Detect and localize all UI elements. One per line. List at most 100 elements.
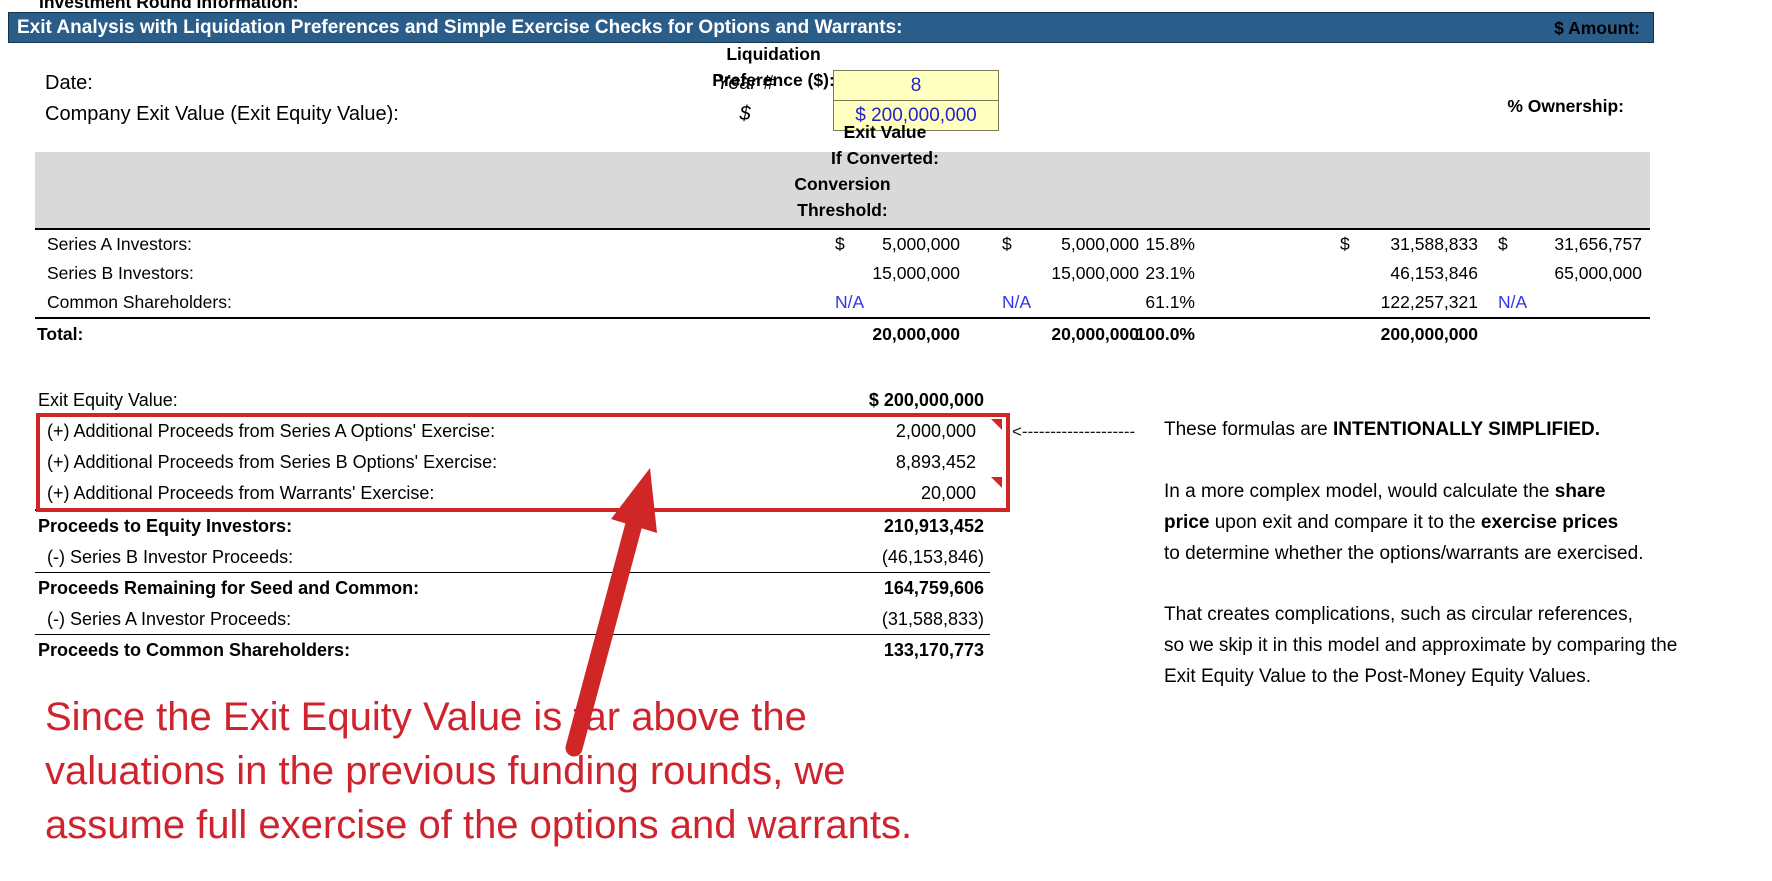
- comment-indicator-icon[interactable]: [991, 419, 1002, 430]
- row-label: Proceeds Remaining for Seed and Common:: [38, 578, 420, 598]
- note-line: Exit Equity Value to the Post-Money Equi…: [1164, 666, 1592, 687]
- currency-sign: $: [1340, 234, 1350, 254]
- col-header-liq-line2: Preference ($):: [712, 70, 835, 90]
- cell-exit-if-converted: 46,153,846: [1233, 259, 1490, 288]
- cell-liq-preference: 15,000,000: [968, 259, 1145, 288]
- table-row-total: Total: 20,000,000 20,000,000 100.0% 200,…: [35, 317, 1650, 350]
- row-value: 210,913,452: [883, 516, 984, 536]
- exit-value-input-cell[interactable]: $ 200,000,000: [833, 100, 999, 131]
- row-value: 20,000: [920, 483, 976, 503]
- row-value: (31,588,833): [881, 608, 984, 629]
- sheet-title: Exit Analysis with Liquidation Preferenc…: [17, 17, 903, 38]
- row-label: (+) Additional Proceeds from Series A Op…: [47, 421, 496, 441]
- annotation-line: valuations in the previous funding round…: [45, 749, 846, 793]
- cell-amount: 15,000,000: [805, 259, 968, 288]
- note-line: In a more complex model, would calculate…: [1164, 481, 1606, 502]
- na-value: N/A: [1002, 292, 1032, 312]
- note-paragraph-2: In a more complex model, would calculate…: [1164, 476, 1643, 569]
- cell-liq-preference: $ 5,000,000: [968, 230, 1145, 259]
- row-proceeds-to-equity-investors: Proceeds to Equity Investors: 210,913,45…: [35, 511, 990, 542]
- row-value: 164,759,606: [883, 578, 984, 598]
- cell-conversion-threshold: 65,000,000: [1490, 259, 1650, 288]
- cell-exit-if-converted: 200,000,000: [1233, 319, 1490, 350]
- row-exit-equity-value: Exit Equity Value: $ 200,000,000: [35, 385, 990, 416]
- pref-value: 5,000,000: [1061, 234, 1139, 254]
- cell-amount: N/A: [805, 288, 968, 317]
- col-header-amount: $ Amount:: [1554, 18, 1640, 38]
- conv-value: 31,656,757: [1554, 234, 1642, 254]
- note-text-bold: INTENTIONALLY SIMPLIFIED.: [1332, 419, 1601, 440]
- cell-ownership: 100.0%: [1136, 319, 1233, 350]
- amount-value: 5,000,000: [882, 234, 960, 254]
- col-header-conv-line1: Conversion: [794, 174, 891, 194]
- currency-sign: $: [1498, 234, 1508, 254]
- annotation-line: assume full exercise of the options and …: [45, 803, 913, 847]
- row-label: Total:: [37, 324, 84, 344]
- note-text: These formulas are: [1164, 419, 1333, 440]
- col-header-conv-line2: Threshold:: [797, 200, 888, 220]
- row-label: (+) Additional Proceeds from Series B Op…: [47, 452, 498, 472]
- dashed-connector-arrow: <--------------------: [1012, 422, 1136, 441]
- cell-conversion-threshold: $ 31,656,757: [1490, 230, 1650, 259]
- note-line: That creates complications, such as circ…: [1164, 604, 1633, 625]
- currency-sign: $: [835, 234, 845, 254]
- conv-value: 65,000,000: [1554, 263, 1642, 283]
- ownership-value: 61.1%: [1145, 292, 1195, 312]
- row-proceeds-to-common: Proceeds to Common Shareholders: 133,170…: [35, 635, 990, 666]
- cell-ownership: 15.8%: [1145, 230, 1233, 259]
- row-label: Proceeds to Equity Investors:: [38, 516, 293, 536]
- col-header-exit-line1: Exit Value: [843, 122, 927, 142]
- row-label: Series B Investors:: [47, 263, 194, 283]
- date-unit-label: Year #: [716, 72, 774, 94]
- investment-round-table: Investment Round Information: $ Amount: …: [35, 0, 1650, 350]
- na-value: N/A: [1498, 292, 1528, 312]
- row-label: Common Shareholders:: [47, 292, 232, 312]
- row-label: Series A Investors:: [47, 234, 192, 254]
- date-input-cell[interactable]: 8: [833, 70, 999, 101]
- note-paragraph-1: These formulas are INTENTIONALLY SIMPLIF…: [1164, 414, 1600, 445]
- row-value: $ 200,000,000: [868, 390, 984, 410]
- col-header-liq-line1: Liquidation: [726, 44, 821, 64]
- cell-liq-preference: N/A: [968, 288, 1145, 317]
- row-proceeds-remaining: Proceeds Remaining for Seed and Common: …: [35, 573, 990, 604]
- cell-conversion-threshold: [1490, 319, 1650, 350]
- table-row-series-b: Series B Investors: 15,000,000 15,000,00…: [35, 259, 1650, 288]
- annotation-line: Since the Exit Equity Value is far above…: [45, 695, 807, 739]
- row-label: (-) Series A Investor Proceeds:: [47, 608, 292, 629]
- row-warrants-proceeds: (+) Additional Proceeds from Warrants' E…: [35, 478, 990, 509]
- cell-ownership: 61.1%: [1145, 288, 1233, 317]
- comment-indicator-icon[interactable]: [991, 477, 1002, 488]
- row-label: Proceeds to Common Shareholders:: [38, 640, 351, 660]
- cell-liq-preference: 20,000,000: [968, 319, 1145, 350]
- exit-value: 31,588,833: [1390, 234, 1478, 254]
- red-annotation: Since the Exit Equity Value is far above…: [45, 690, 912, 852]
- note-paragraph-3: That creates complications, such as circ…: [1164, 599, 1677, 692]
- row-label: Exit Equity Value:: [38, 390, 178, 410]
- exit-value: 200,000,000: [1380, 324, 1478, 344]
- cell-conversion-threshold: N/A: [1490, 288, 1650, 317]
- table-header-row: Investment Round Information: $ Amount: …: [35, 0, 1650, 230]
- proceeds-waterfall: Exit Equity Value: $ 200,000,000 (+) Add…: [35, 385, 990, 666]
- row-label: (+) Additional Proceeds from Warrants' E…: [47, 483, 435, 503]
- exit-value-label: Company Exit Value (Exit Equity Value):: [45, 103, 399, 125]
- row-value: 8,893,452: [895, 452, 976, 472]
- row-value: (46,153,846): [881, 546, 984, 567]
- amount-value: 15,000,000: [872, 263, 960, 283]
- cell-exit-if-converted: $ 31,588,833: [1233, 230, 1490, 259]
- amount-value: 20,000,000: [872, 324, 960, 344]
- row-label: (-) Series B Investor Proceeds:: [47, 546, 294, 567]
- ownership-value: 100.0%: [1135, 324, 1195, 344]
- row-value: 133,170,773: [883, 640, 984, 660]
- note-line: so we skip it in this model and approxim…: [1164, 635, 1678, 656]
- col-header-exit-line2: If Converted:: [831, 148, 939, 168]
- table-row-common: Common Shareholders: N/A N/A 61.1% 122,2…: [35, 288, 1650, 317]
- ownership-value: 23.1%: [1145, 263, 1195, 283]
- row-value: 2,000,000: [895, 421, 976, 441]
- ownership-value: 15.8%: [1145, 234, 1195, 254]
- pref-value: 15,000,000: [1051, 263, 1139, 283]
- row-minus-series-a-proceeds: (-) Series A Investor Proceeds: (31,588,…: [35, 604, 990, 635]
- cell-ownership: 23.1%: [1145, 259, 1233, 288]
- exit-value-unit-label: $: [739, 103, 751, 125]
- date-label: Date:: [45, 72, 93, 94]
- note-line: price upon exit and compare it to the ex…: [1164, 512, 1619, 533]
